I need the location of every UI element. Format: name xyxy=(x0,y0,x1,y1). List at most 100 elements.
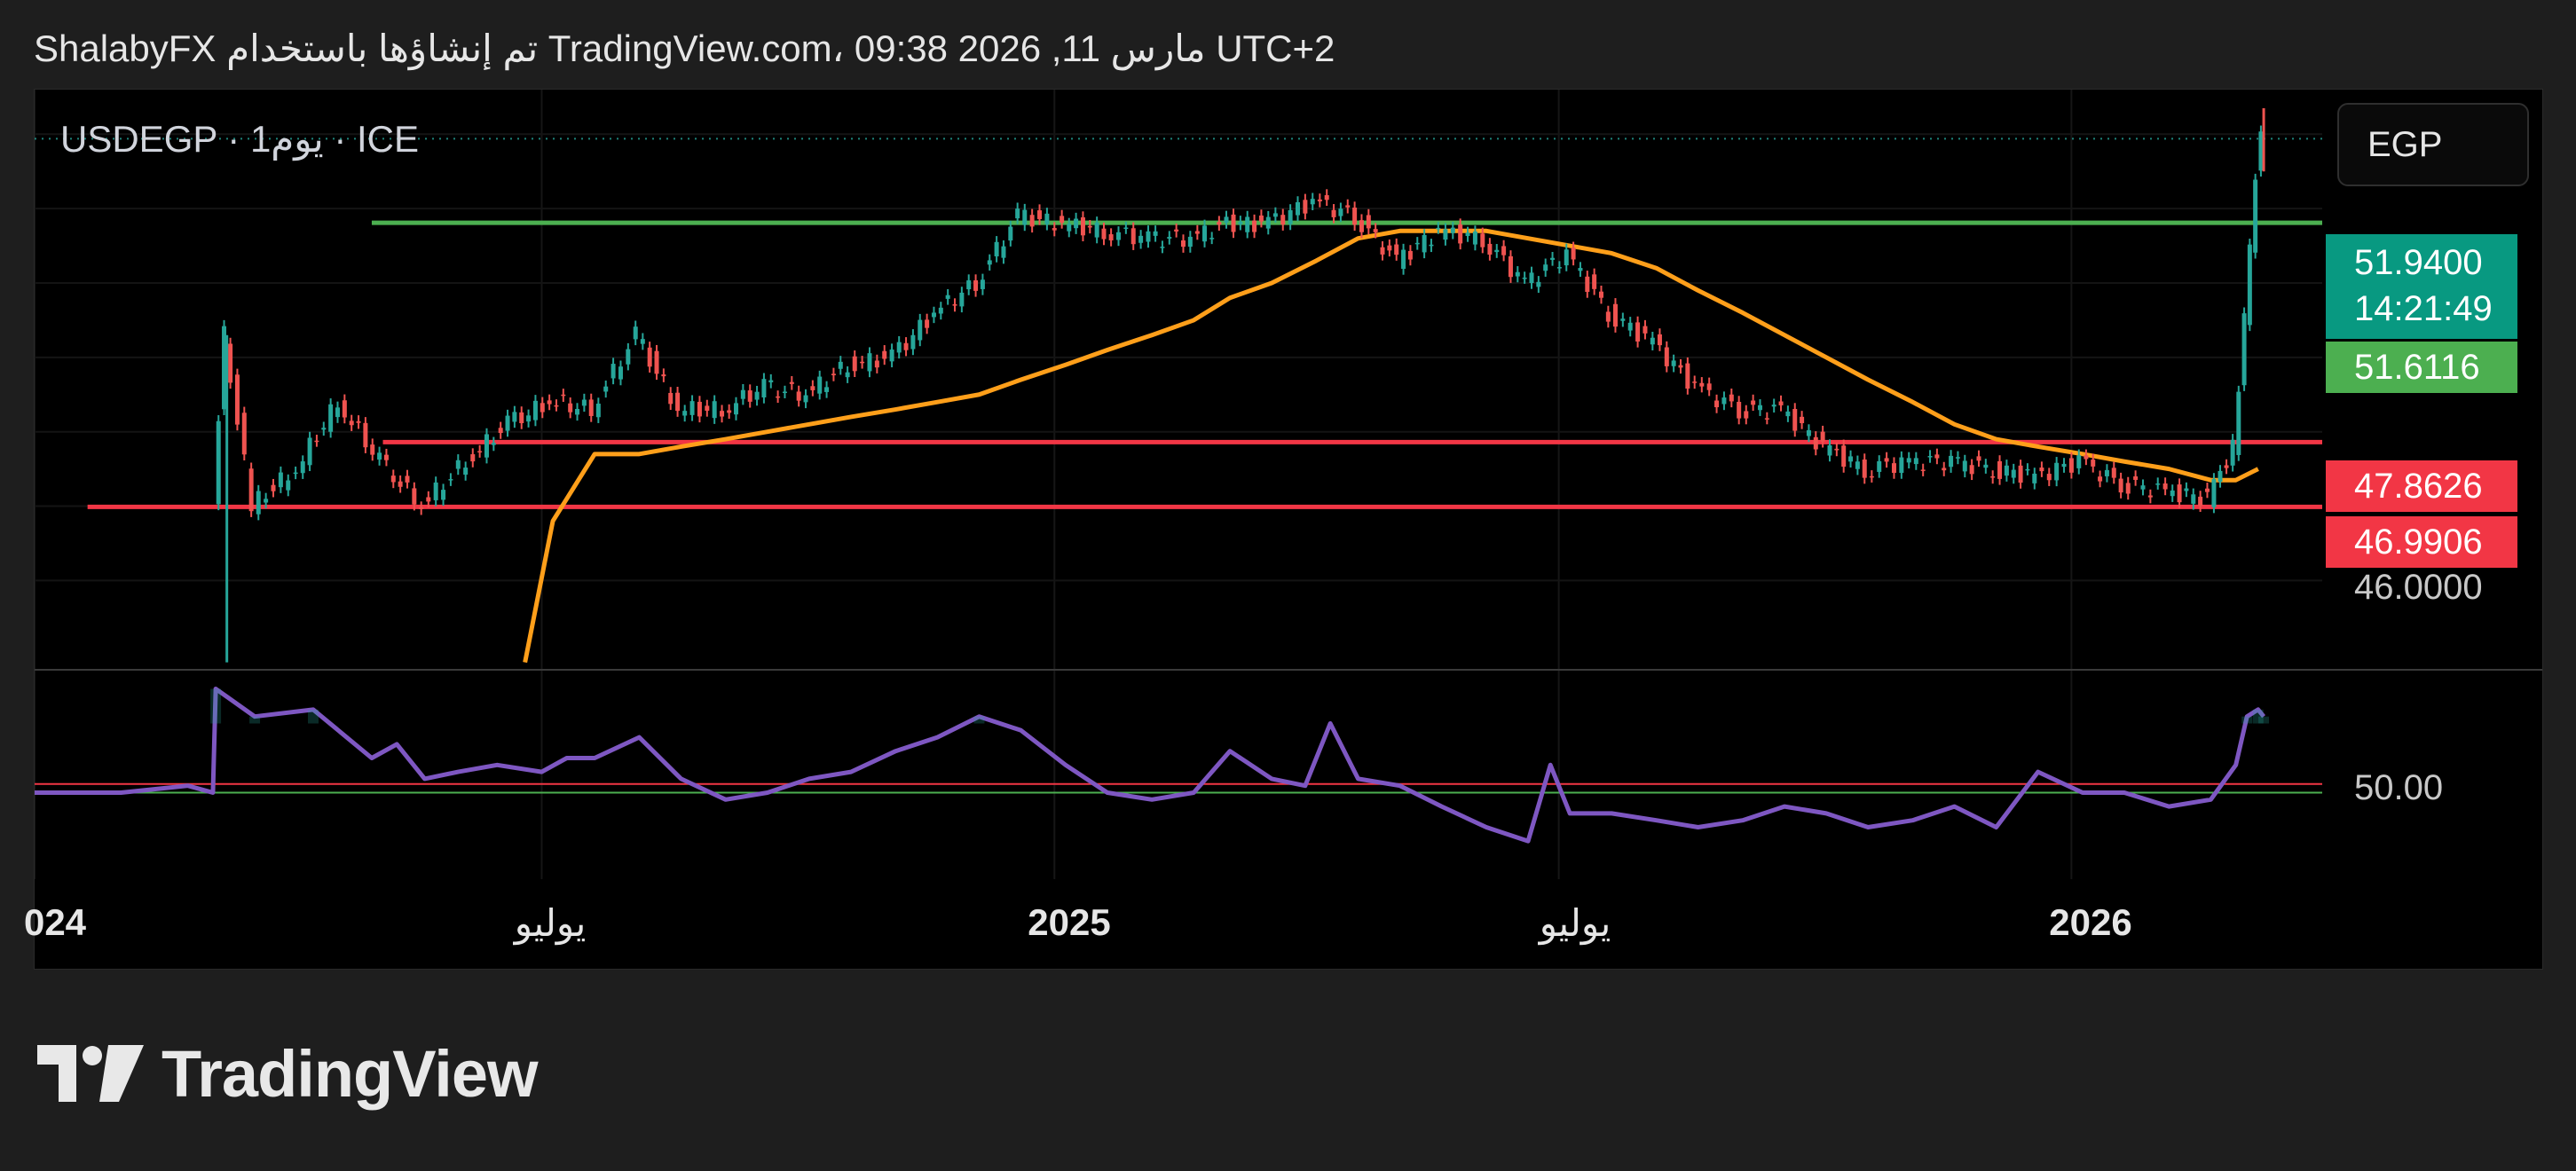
price-candle-body xyxy=(1564,249,1569,266)
price-candle-body xyxy=(1074,218,1079,229)
price-candle-body xyxy=(1101,228,1107,240)
price-candle-body xyxy=(561,394,566,397)
price-candle-body xyxy=(2061,463,2067,468)
price-candle-body xyxy=(1387,245,1392,251)
price-candle-body xyxy=(1366,215,1371,229)
price-candle-body xyxy=(1585,276,1590,293)
price-candle-body xyxy=(1160,247,1165,248)
price-candle-body xyxy=(2155,483,2161,485)
price-candle-body xyxy=(1571,248,1576,260)
price-candle-body xyxy=(455,460,461,469)
price-candle-body xyxy=(1657,334,1662,346)
rsi-overbought-fill xyxy=(249,716,261,724)
price-candle-body xyxy=(720,411,725,417)
price-candle-body xyxy=(2118,478,2123,493)
chart-panel[interactable] xyxy=(34,89,2543,970)
price-candle-body xyxy=(1115,232,1121,240)
price-candle-body xyxy=(575,409,580,415)
price-candle-body xyxy=(1556,267,1562,269)
price-candle-body xyxy=(1359,220,1364,232)
price-candle-body xyxy=(1771,405,1776,407)
price-candle-body xyxy=(1094,222,1099,238)
price-candle-body xyxy=(768,380,774,382)
price-candle-body xyxy=(2111,468,2116,478)
price-candle-body xyxy=(526,415,532,422)
price-candle-body xyxy=(1635,322,1641,342)
price-candle-body xyxy=(1706,383,1712,390)
price-candle-body xyxy=(1280,215,1286,225)
price-candle-body xyxy=(2218,470,2223,482)
price-candle-body xyxy=(1891,463,1896,474)
symbol-label[interactable]: USDEGP · 1يوم · ICE xyxy=(60,118,420,160)
price-candle-body xyxy=(2204,488,2210,492)
price-candle-body xyxy=(1834,448,1839,451)
price-candle-body xyxy=(519,412,524,424)
price-candle-body xyxy=(611,364,616,379)
price-candle-body xyxy=(505,415,510,431)
price-candle-body xyxy=(1820,431,1825,442)
price-candle-body xyxy=(1599,291,1604,298)
price-candle-body xyxy=(994,241,999,256)
price-candle-body xyxy=(1167,237,1172,239)
price-candle-body xyxy=(938,307,943,314)
price-candle-body xyxy=(1721,397,1727,405)
brand-name: TradingView xyxy=(161,1036,539,1111)
price-candle-body xyxy=(626,349,631,365)
price-chart[interactable] xyxy=(35,90,2542,969)
price-candle-body xyxy=(2098,476,2103,482)
chart-attribution: ShalabyFX تم إنشاؤها باستخدام TradingVie… xyxy=(34,28,1335,69)
price-candle-body xyxy=(668,392,674,405)
price-candle-body xyxy=(925,319,930,328)
price-candle-body xyxy=(1642,326,1648,334)
ema-value: 51.6116 xyxy=(2354,348,2480,387)
price-candle-body xyxy=(1592,274,1597,289)
price-candle-body xyxy=(1187,236,1193,248)
price-candle-body xyxy=(405,475,410,483)
price-candle-body xyxy=(581,399,587,406)
time-label-july-2025: يوليو xyxy=(1539,902,1611,944)
price-candle-body xyxy=(2253,179,2258,253)
price-candle-body xyxy=(1067,224,1072,232)
price-candle-body xyxy=(383,454,389,460)
price-candle-body xyxy=(2076,455,2082,468)
price-candle-body xyxy=(845,372,850,378)
price-candle-body xyxy=(831,373,836,375)
price-candle-body xyxy=(1087,225,1092,228)
price-candle-body xyxy=(1044,213,1050,224)
price-candle-body xyxy=(1627,322,1633,331)
price-candle-body xyxy=(1899,457,1904,474)
price-candle-body xyxy=(1699,382,1705,387)
price-candle-body xyxy=(654,350,659,374)
price-candle-body xyxy=(512,412,517,422)
price-candle-body xyxy=(1612,303,1618,327)
price-candle-body xyxy=(1983,464,1989,468)
price-candle-body xyxy=(547,400,552,405)
price-candle-body xyxy=(1962,460,1967,472)
price-candle-body xyxy=(789,381,794,384)
price-candle-body xyxy=(1848,456,1854,462)
price-candle-body xyxy=(1976,456,1981,461)
price-candle-body xyxy=(682,411,688,416)
price-candle-body xyxy=(1650,337,1655,345)
price-candle-body xyxy=(918,319,923,341)
price-candle-body xyxy=(689,401,695,415)
price-candle-body xyxy=(363,422,368,448)
price-candle-body xyxy=(1501,246,1507,255)
tradingview-logo[interactable]: TradingView xyxy=(37,1036,539,1111)
price-candle-body xyxy=(2241,313,2247,386)
price-candle-body xyxy=(1245,216,1250,232)
price-candle-body xyxy=(1920,469,1926,471)
price-candle-body xyxy=(441,490,446,500)
currency-button[interactable]: EGP xyxy=(2337,103,2529,186)
price-candle-body xyxy=(882,350,887,359)
price-candle-body xyxy=(491,443,496,445)
price-candle-body xyxy=(903,342,909,350)
price-candle-body xyxy=(1800,416,1805,423)
price-candle-body xyxy=(987,260,992,265)
level-lower-value: 46.9906 xyxy=(2354,523,2483,562)
price-candle-body xyxy=(1785,411,1791,417)
price-candle-body xyxy=(640,339,645,344)
price-candle-body xyxy=(945,295,950,299)
price-candle-body xyxy=(1515,271,1520,277)
price-candle-body xyxy=(1414,242,1420,245)
